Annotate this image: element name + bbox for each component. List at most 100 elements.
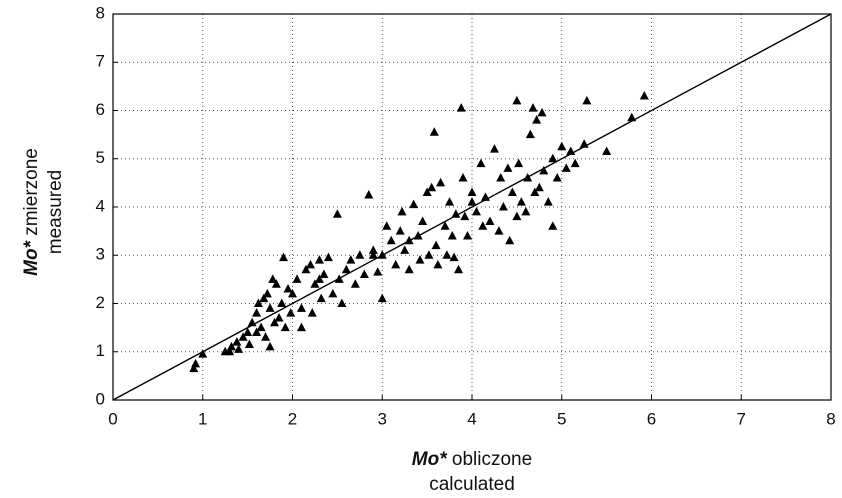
- point: [485, 216, 495, 225]
- x-tick-label: 6: [647, 409, 656, 428]
- point: [350, 279, 360, 288]
- point: [422, 187, 432, 197]
- point: [548, 221, 558, 230]
- point: [494, 226, 504, 235]
- point: [418, 216, 428, 225]
- point: [310, 279, 320, 288]
- point: [238, 332, 248, 341]
- point: [427, 182, 437, 192]
- point: [409, 199, 419, 209]
- point: [355, 250, 365, 259]
- point: [458, 173, 468, 182]
- point: [265, 303, 275, 312]
- point: [328, 288, 338, 298]
- point: [498, 202, 508, 211]
- point: [447, 230, 457, 240]
- point: [429, 127, 439, 136]
- point: [364, 189, 374, 199]
- x-label-line2: calculated: [429, 474, 515, 495]
- point: [530, 187, 540, 197]
- point: [480, 192, 490, 201]
- point: [382, 221, 392, 230]
- point: [463, 230, 473, 240]
- point: [270, 317, 280, 327]
- point: [316, 293, 326, 303]
- point: [262, 288, 272, 298]
- x-tick-label: 5: [557, 409, 566, 428]
- point: [373, 267, 383, 276]
- point: [436, 177, 446, 187]
- point: [334, 274, 344, 283]
- point: [265, 341, 275, 351]
- y-tick-label: 3: [96, 245, 105, 264]
- point: [523, 173, 533, 182]
- point: [259, 293, 269, 303]
- point: [424, 250, 434, 259]
- point: [314, 274, 324, 283]
- point: [467, 197, 477, 206]
- point: [277, 298, 287, 307]
- point: [456, 103, 466, 112]
- point: [252, 308, 262, 317]
- point: [413, 230, 423, 240]
- point: [496, 173, 506, 182]
- y-label-text: zmierzone: [21, 148, 42, 236]
- y-tick-label: 0: [96, 389, 105, 408]
- x-tick-label: 2: [288, 409, 297, 428]
- point: [537, 107, 547, 117]
- point: [346, 255, 356, 264]
- y-tick-label: 5: [96, 148, 105, 167]
- point: [534, 182, 544, 192]
- point: [532, 115, 542, 124]
- point: [442, 250, 452, 259]
- point: [337, 298, 347, 307]
- point: [514, 158, 524, 168]
- point: [243, 327, 253, 336]
- point: [552, 173, 562, 182]
- y-tick-label: 4: [96, 196, 105, 215]
- point: [566, 146, 576, 156]
- point: [280, 322, 290, 332]
- x-tick-label: 8: [826, 409, 835, 428]
- point: [512, 211, 522, 221]
- point: [391, 259, 401, 269]
- point: [478, 221, 488, 230]
- point: [400, 245, 410, 254]
- point: [341, 264, 351, 274]
- point: [528, 103, 538, 112]
- point: [256, 322, 266, 332]
- y-tick-label: 6: [96, 100, 105, 119]
- point: [404, 264, 414, 274]
- y-label-symbol: Mo*: [21, 239, 42, 275]
- point: [561, 163, 571, 172]
- point: [543, 197, 553, 206]
- point: [440, 221, 450, 230]
- point: [449, 252, 459, 262]
- x-label-line1: Mo* obliczone: [412, 449, 532, 470]
- point: [454, 264, 464, 274]
- point: [261, 332, 271, 341]
- point: [319, 269, 329, 279]
- point: [332, 209, 342, 218]
- point: [507, 187, 517, 197]
- point: [368, 250, 378, 259]
- point: [489, 144, 499, 153]
- point: [404, 235, 414, 245]
- point: [476, 158, 486, 168]
- point: [395, 226, 405, 235]
- point: [451, 209, 461, 218]
- point: [288, 288, 297, 298]
- point: [539, 165, 549, 175]
- reference-line: [112, 13, 832, 401]
- point: [232, 337, 242, 346]
- y-tick-label: 2: [96, 293, 105, 312]
- point: [445, 197, 455, 206]
- point: [386, 235, 396, 245]
- point: [415, 255, 425, 264]
- y-label-line1: Mo* zmierzone: [21, 148, 42, 276]
- plot-frame: [112, 13, 832, 401]
- point: [359, 269, 369, 279]
- point: [525, 129, 535, 139]
- point: [283, 284, 293, 293]
- point: [433, 259, 443, 269]
